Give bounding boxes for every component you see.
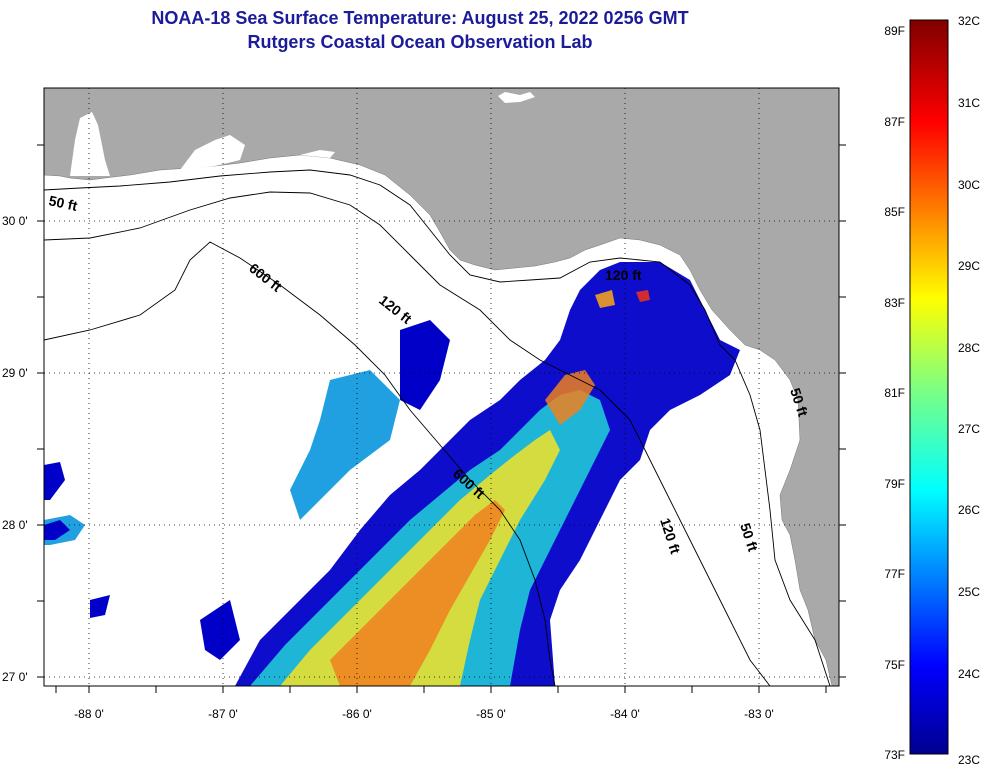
colorbar-label-c: 26C [958, 503, 980, 517]
colorbar-label-f: 79F [884, 477, 905, 491]
colorbar-label-c: 31C [958, 96, 980, 110]
lake [498, 92, 535, 103]
bay [180, 135, 245, 170]
colorbar-label-f: 73F [884, 748, 905, 762]
bay [70, 112, 110, 176]
lat-tick-label: 28 0' [2, 518, 28, 532]
colorbar-celsius-labels: 32C 31C 30C 29C 28C 27C 26C 25C 24C 23C [958, 14, 980, 767]
colorbar-label-f: 75F [884, 658, 905, 672]
contour-600ft [44, 241, 556, 686]
colorbar-label-f: 85F [884, 205, 905, 219]
lat-tick-label: 27 0' [2, 670, 28, 684]
colorbar-label-c: 32C [958, 14, 980, 28]
lat-tick-label: 30 0' [2, 214, 28, 228]
colorbar-label-c: 27C [958, 422, 980, 436]
lon-tick-label: -85 0' [476, 707, 506, 721]
axis-ticks [37, 144, 846, 693]
colorbar-label-c: 23C [958, 753, 980, 767]
colorbar-label-f: 89F [884, 24, 905, 38]
lat-tick-label: 29 0' [2, 366, 28, 380]
colorbar [909, 19, 949, 755]
land-mass [44, 88, 839, 686]
lon-tick-label: -83 0' [744, 707, 774, 721]
colorbar-label-f: 81F [884, 386, 905, 400]
map-subtitle: Rutgers Coastal Ocean Observation Lab [247, 32, 593, 52]
lon-tick-label: -88 0' [74, 707, 104, 721]
map-title: NOAA-18 Sea Surface Temperature: August … [151, 8, 689, 28]
bay [300, 150, 335, 158]
lon-tick-label: -87 0' [208, 707, 238, 721]
colorbar-label-f: 87F [884, 115, 905, 129]
colorbar-label-c: 28C [958, 341, 980, 355]
sst-data [44, 262, 740, 686]
colorbar-fahrenheit-labels: 89F 87F 85F 83F 81F 79F 77F 75F 73F [884, 24, 905, 762]
contour-label: 120 ft [605, 267, 642, 283]
contour-label: 50 ft [47, 192, 79, 214]
colorbar-label-c: 24C [958, 667, 980, 681]
colorbar-label-f: 83F [884, 296, 905, 310]
colorbar-label-c: 25C [958, 585, 980, 599]
lon-tick-label: -86 0' [342, 707, 372, 721]
contour-120ft [44, 191, 771, 686]
bathymetry-contours [44, 169, 831, 686]
contour-50ft [44, 169, 831, 686]
colorbar-label-c: 30C [958, 178, 980, 192]
colorbar-label-f: 77F [884, 567, 905, 581]
map-border [43, 87, 840, 687]
lon-tick-label: -84 0' [610, 707, 640, 721]
colorbar-label-c: 29C [958, 259, 980, 273]
